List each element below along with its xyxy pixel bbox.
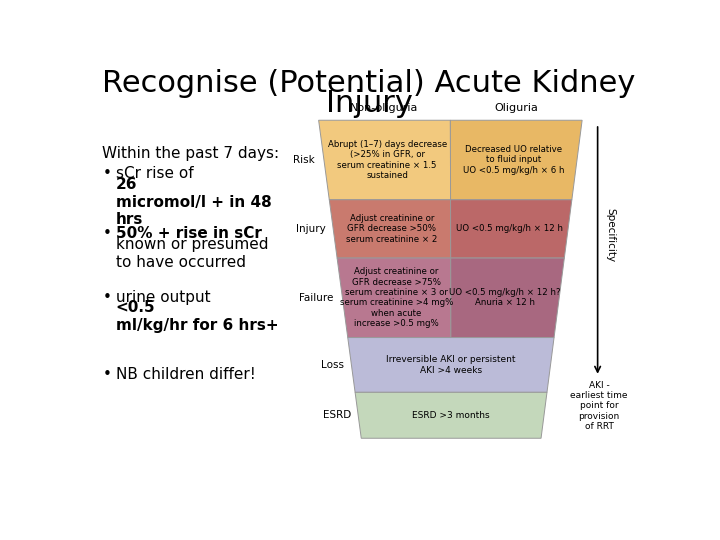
Polygon shape — [355, 393, 547, 438]
Polygon shape — [348, 338, 554, 393]
Text: sCr rise of: sCr rise of — [116, 166, 198, 181]
Text: Decreased UO relative
to fluid input
UO <0.5 mg/kg/h × 6 h: Decreased UO relative to fluid input UO … — [463, 145, 564, 175]
Text: <0.5
ml/kg/hr for 6 hrs+: <0.5 ml/kg/hr for 6 hrs+ — [116, 300, 278, 333]
Text: NB children differ!: NB children differ! — [116, 367, 256, 382]
Text: Oliguria: Oliguria — [495, 103, 538, 112]
Text: 50% + rise in sCr: 50% + rise in sCr — [116, 226, 261, 241]
Polygon shape — [451, 200, 572, 258]
Text: Risk: Risk — [293, 155, 315, 165]
Text: Within the past 7 days:: Within the past 7 days: — [102, 146, 279, 161]
Text: Specificity: Specificity — [606, 208, 616, 262]
Polygon shape — [329, 200, 451, 258]
Text: •: • — [103, 226, 112, 241]
Text: Recognise (Potential) Acute Kidney: Recognise (Potential) Acute Kidney — [102, 69, 636, 98]
Text: •: • — [103, 289, 112, 305]
Text: Abrupt (1–7) days decrease
(>25% in GFR, or
serum creatinine × 1.5
sustained: Abrupt (1–7) days decrease (>25% in GFR,… — [328, 140, 447, 180]
Text: Injury: Injury — [296, 224, 325, 234]
Polygon shape — [451, 120, 582, 200]
Text: 26
micromol/l + in 48
hrs: 26 micromol/l + in 48 hrs — [116, 177, 271, 227]
Text: •: • — [103, 367, 112, 382]
Text: ESRD: ESRD — [323, 410, 351, 420]
Text: Non-oliguria: Non-oliguria — [351, 103, 419, 112]
Polygon shape — [319, 120, 451, 200]
Text: Irreversible AKI or persistent
AKI >4 weeks: Irreversible AKI or persistent AKI >4 we… — [386, 355, 516, 375]
Text: Adjust creatinine or
GFR decrease >50%
serum creatinine × 2: Adjust creatinine or GFR decrease >50% s… — [346, 214, 438, 244]
Text: AKI -
earliest time
point for
provision
of RRT: AKI - earliest time point for provision … — [570, 381, 628, 431]
Text: Failure: Failure — [299, 293, 333, 303]
Text: UO <0.5 mg/kg/h × 12 h: UO <0.5 mg/kg/h × 12 h — [456, 225, 563, 233]
Polygon shape — [451, 258, 564, 338]
Text: ESRD >3 months: ESRD >3 months — [413, 411, 490, 420]
Text: •: • — [103, 166, 112, 181]
Text: Injury: Injury — [325, 90, 413, 118]
Text: UO <0.5 mg/kg/h × 12 h?
Anuria × 12 h: UO <0.5 mg/kg/h × 12 h? Anuria × 12 h — [449, 288, 561, 307]
Text: Adjust creatinine or
GFR decrease >75%
serum creatinine × 3 or
serum creatinine : Adjust creatinine or GFR decrease >75% s… — [340, 267, 454, 328]
Polygon shape — [337, 258, 451, 338]
Text: urine output: urine output — [116, 289, 215, 305]
Text: Loss: Loss — [321, 360, 344, 370]
Text: known or presumed
to have occurred: known or presumed to have occurred — [116, 237, 268, 269]
